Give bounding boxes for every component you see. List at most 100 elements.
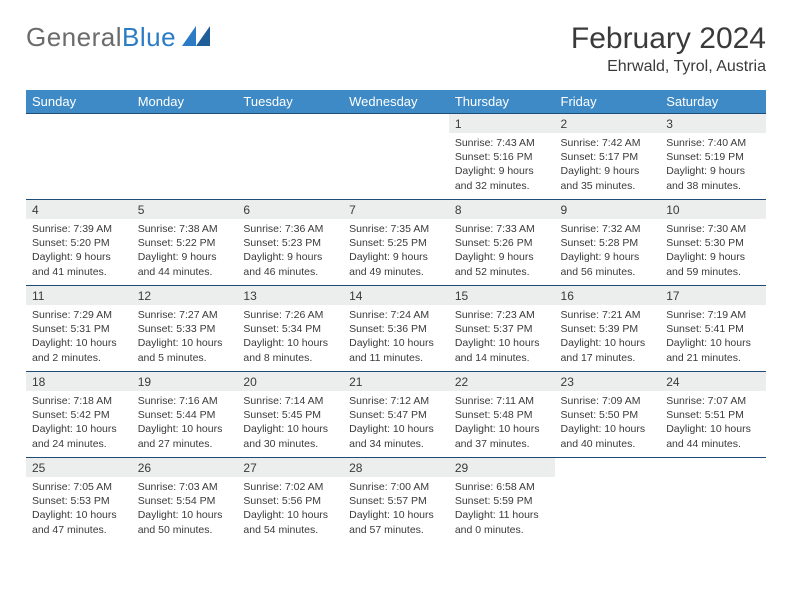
month-title: February 2024 <box>571 22 766 56</box>
calendar-table: Sunday Monday Tuesday Wednesday Thursday… <box>26 90 766 544</box>
calendar-cell <box>343 114 449 200</box>
day-info: Sunrise: 7:07 AMSunset: 5:51 PMDaylight:… <box>660 391 766 453</box>
day-info: Sunrise: 6:58 AMSunset: 5:59 PMDaylight:… <box>449 477 555 539</box>
calendar-cell <box>237 114 343 200</box>
day-info: Sunrise: 7:35 AMSunset: 5:25 PMDaylight:… <box>343 219 449 281</box>
day-number: 9 <box>555 200 661 219</box>
day-number: 18 <box>26 372 132 391</box>
weekday-header: Wednesday <box>343 90 449 114</box>
day-info: Sunrise: 7:27 AMSunset: 5:33 PMDaylight:… <box>132 305 238 367</box>
calendar-cell: 22Sunrise: 7:11 AMSunset: 5:48 PMDayligh… <box>449 372 555 458</box>
calendar-cell: 23Sunrise: 7:09 AMSunset: 5:50 PMDayligh… <box>555 372 661 458</box>
day-info: Sunrise: 7:29 AMSunset: 5:31 PMDaylight:… <box>26 305 132 367</box>
weekday-header: Tuesday <box>237 90 343 114</box>
title-block: February 2024 Ehrwald, Tyrol, Austria <box>571 22 766 76</box>
day-number: 28 <box>343 458 449 477</box>
calendar-row: 11Sunrise: 7:29 AMSunset: 5:31 PMDayligh… <box>26 286 766 372</box>
weekday-header: Thursday <box>449 90 555 114</box>
day-number: 6 <box>237 200 343 219</box>
day-info: Sunrise: 7:33 AMSunset: 5:26 PMDaylight:… <box>449 219 555 281</box>
day-number: 12 <box>132 286 238 305</box>
day-number: 20 <box>237 372 343 391</box>
calendar-cell: 20Sunrise: 7:14 AMSunset: 5:45 PMDayligh… <box>237 372 343 458</box>
day-info: Sunrise: 7:12 AMSunset: 5:47 PMDaylight:… <box>343 391 449 453</box>
brand-part1: General <box>26 22 122 53</box>
day-info: Sunrise: 7:19 AMSunset: 5:41 PMDaylight:… <box>660 305 766 367</box>
calendar-cell: 9Sunrise: 7:32 AMSunset: 5:28 PMDaylight… <box>555 200 661 286</box>
calendar-cell: 4Sunrise: 7:39 AMSunset: 5:20 PMDaylight… <box>26 200 132 286</box>
calendar-cell: 3Sunrise: 7:40 AMSunset: 5:19 PMDaylight… <box>660 114 766 200</box>
day-info: Sunrise: 7:23 AMSunset: 5:37 PMDaylight:… <box>449 305 555 367</box>
calendar-row: 25Sunrise: 7:05 AMSunset: 5:53 PMDayligh… <box>26 458 766 544</box>
calendar-cell: 6Sunrise: 7:36 AMSunset: 5:23 PMDaylight… <box>237 200 343 286</box>
day-number <box>26 114 132 133</box>
day-number: 24 <box>660 372 766 391</box>
calendar-row: 1Sunrise: 7:43 AMSunset: 5:16 PMDaylight… <box>26 114 766 200</box>
day-number: 10 <box>660 200 766 219</box>
calendar-header: Sunday Monday Tuesday Wednesday Thursday… <box>26 90 766 114</box>
calendar-cell: 5Sunrise: 7:38 AMSunset: 5:22 PMDaylight… <box>132 200 238 286</box>
day-number: 7 <box>343 200 449 219</box>
day-info: Sunrise: 7:05 AMSunset: 5:53 PMDaylight:… <box>26 477 132 539</box>
calendar-cell: 11Sunrise: 7:29 AMSunset: 5:31 PMDayligh… <box>26 286 132 372</box>
calendar-body: 1Sunrise: 7:43 AMSunset: 5:16 PMDaylight… <box>26 114 766 544</box>
day-number: 11 <box>26 286 132 305</box>
day-number: 5 <box>132 200 238 219</box>
calendar-cell: 2Sunrise: 7:42 AMSunset: 5:17 PMDaylight… <box>555 114 661 200</box>
day-number: 23 <box>555 372 661 391</box>
day-info: Sunrise: 7:39 AMSunset: 5:20 PMDaylight:… <box>26 219 132 281</box>
day-info: Sunrise: 7:16 AMSunset: 5:44 PMDaylight:… <box>132 391 238 453</box>
calendar-cell <box>132 114 238 200</box>
calendar-cell: 28Sunrise: 7:00 AMSunset: 5:57 PMDayligh… <box>343 458 449 544</box>
weekday-header: Sunday <box>26 90 132 114</box>
calendar-cell: 29Sunrise: 6:58 AMSunset: 5:59 PMDayligh… <box>449 458 555 544</box>
calendar-cell: 15Sunrise: 7:23 AMSunset: 5:37 PMDayligh… <box>449 286 555 372</box>
day-info: Sunrise: 7:24 AMSunset: 5:36 PMDaylight:… <box>343 305 449 367</box>
day-info: Sunrise: 7:38 AMSunset: 5:22 PMDaylight:… <box>132 219 238 281</box>
day-number: 19 <box>132 372 238 391</box>
day-number: 17 <box>660 286 766 305</box>
calendar-cell: 27Sunrise: 7:02 AMSunset: 5:56 PMDayligh… <box>237 458 343 544</box>
day-number: 16 <box>555 286 661 305</box>
calendar-cell: 21Sunrise: 7:12 AMSunset: 5:47 PMDayligh… <box>343 372 449 458</box>
day-info: Sunrise: 7:40 AMSunset: 5:19 PMDaylight:… <box>660 133 766 195</box>
day-number <box>132 114 238 133</box>
day-number: 27 <box>237 458 343 477</box>
weekday-header: Friday <box>555 90 661 114</box>
calendar-cell: 26Sunrise: 7:03 AMSunset: 5:54 PMDayligh… <box>132 458 238 544</box>
calendar-row: 4Sunrise: 7:39 AMSunset: 5:20 PMDaylight… <box>26 200 766 286</box>
brand-logo: GeneralBlue <box>26 22 210 53</box>
day-info: Sunrise: 7:32 AMSunset: 5:28 PMDaylight:… <box>555 219 661 281</box>
day-number: 1 <box>449 114 555 133</box>
calendar-cell: 19Sunrise: 7:16 AMSunset: 5:44 PMDayligh… <box>132 372 238 458</box>
day-number: 8 <box>449 200 555 219</box>
weekday-header: Monday <box>132 90 238 114</box>
calendar-cell <box>555 458 661 544</box>
day-info: Sunrise: 7:43 AMSunset: 5:16 PMDaylight:… <box>449 133 555 195</box>
day-number <box>237 114 343 133</box>
calendar-cell: 25Sunrise: 7:05 AMSunset: 5:53 PMDayligh… <box>26 458 132 544</box>
day-info: Sunrise: 7:14 AMSunset: 5:45 PMDaylight:… <box>237 391 343 453</box>
calendar-row: 18Sunrise: 7:18 AMSunset: 5:42 PMDayligh… <box>26 372 766 458</box>
header: GeneralBlue February 2024 Ehrwald, Tyrol… <box>26 22 766 76</box>
day-number: 4 <box>26 200 132 219</box>
day-number: 14 <box>343 286 449 305</box>
location-text: Ehrwald, Tyrol, Austria <box>571 58 766 76</box>
day-info: Sunrise: 7:42 AMSunset: 5:17 PMDaylight:… <box>555 133 661 195</box>
calendar-cell <box>26 114 132 200</box>
day-info: Sunrise: 7:18 AMSunset: 5:42 PMDaylight:… <box>26 391 132 453</box>
day-number: 22 <box>449 372 555 391</box>
calendar-cell: 7Sunrise: 7:35 AMSunset: 5:25 PMDaylight… <box>343 200 449 286</box>
day-info: Sunrise: 7:30 AMSunset: 5:30 PMDaylight:… <box>660 219 766 281</box>
day-info: Sunrise: 7:36 AMSunset: 5:23 PMDaylight:… <box>237 219 343 281</box>
day-number: 2 <box>555 114 661 133</box>
day-number: 25 <box>26 458 132 477</box>
calendar-cell: 24Sunrise: 7:07 AMSunset: 5:51 PMDayligh… <box>660 372 766 458</box>
day-info: Sunrise: 7:11 AMSunset: 5:48 PMDaylight:… <box>449 391 555 453</box>
weekday-header: Saturday <box>660 90 766 114</box>
calendar-cell: 1Sunrise: 7:43 AMSunset: 5:16 PMDaylight… <box>449 114 555 200</box>
calendar-cell: 14Sunrise: 7:24 AMSunset: 5:36 PMDayligh… <box>343 286 449 372</box>
day-number: 29 <box>449 458 555 477</box>
calendar-cell: 8Sunrise: 7:33 AMSunset: 5:26 PMDaylight… <box>449 200 555 286</box>
day-info: Sunrise: 7:26 AMSunset: 5:34 PMDaylight:… <box>237 305 343 367</box>
